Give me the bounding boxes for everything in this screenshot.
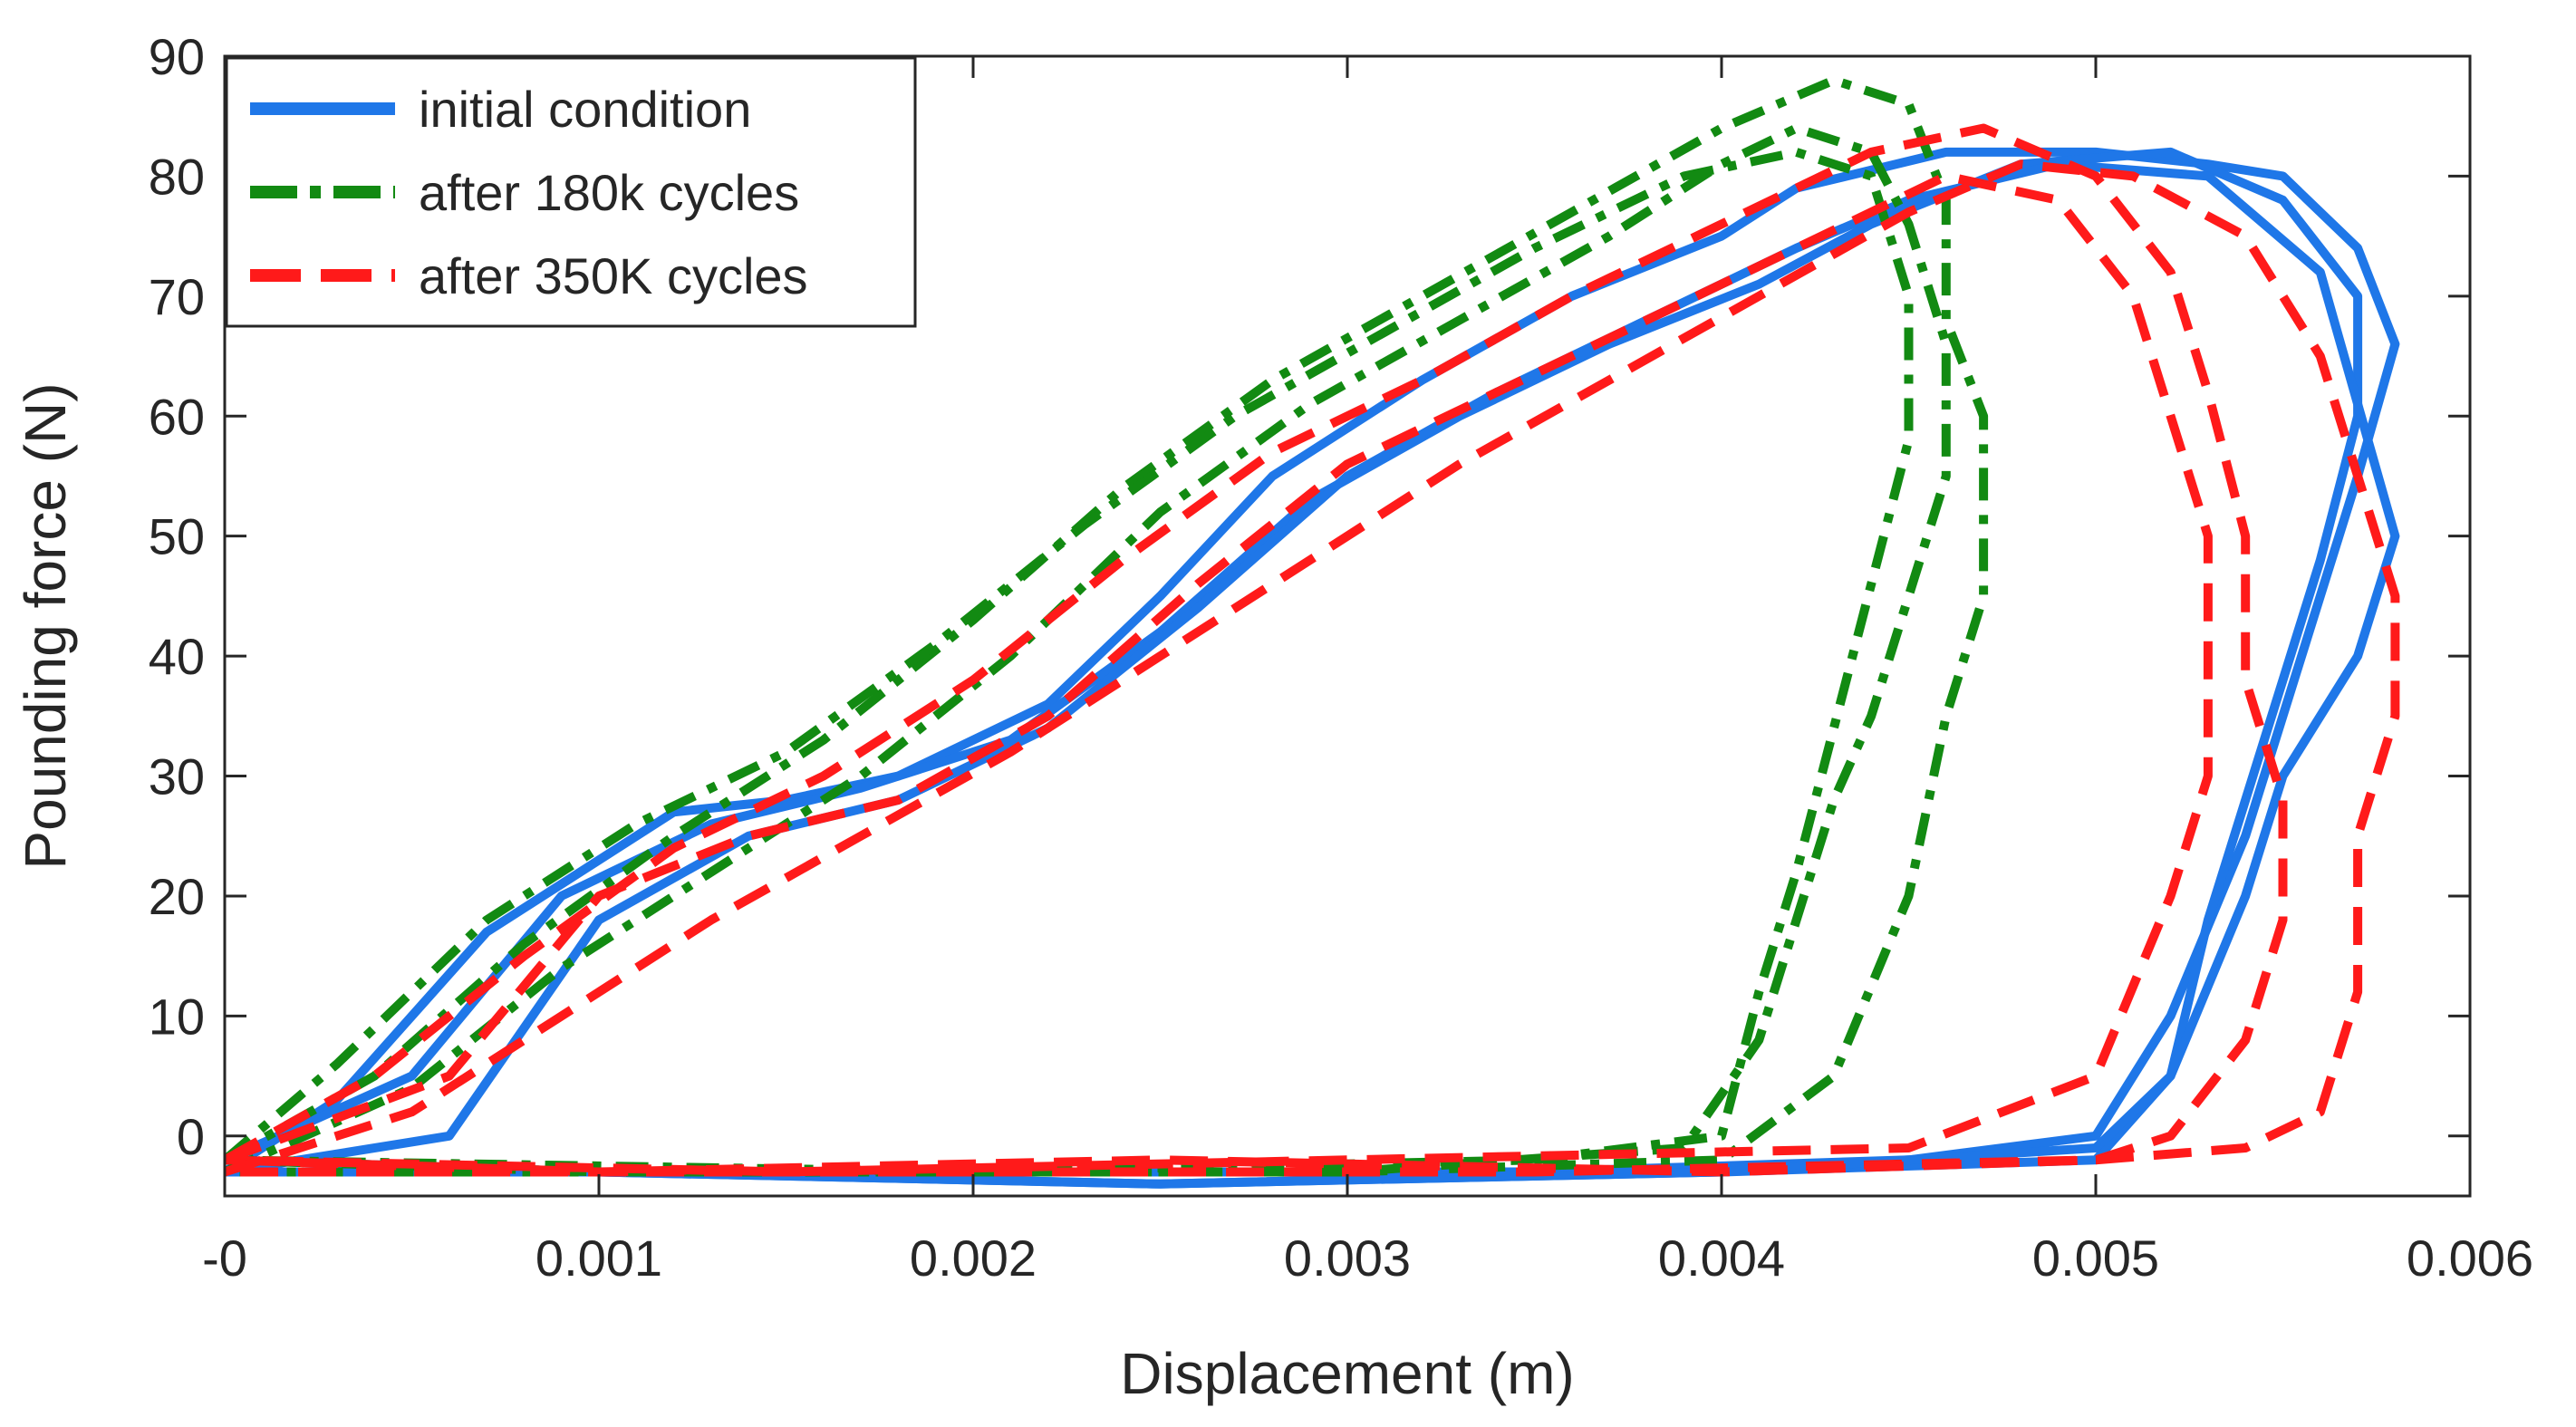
- x-tick-label: -0: [202, 1229, 247, 1287]
- legend-label-after-350k: after 350K cycles: [419, 247, 808, 304]
- legend-label-initial-condition: initial condition: [419, 81, 751, 138]
- x-axis-title: Displacement (m): [1120, 1341, 1574, 1406]
- series-after-350k-cycles: [225, 123, 2400, 1177]
- series-after-180k-cycles-loop-3: [225, 147, 1914, 1177]
- y-tick-label: 80: [149, 148, 205, 205]
- y-tick-label: 70: [149, 268, 205, 325]
- series-initial-condition-loop-2: [225, 147, 2363, 1189]
- y-tick-label: 90: [149, 28, 205, 85]
- x-tick-label: 0.001: [535, 1229, 662, 1287]
- y-tick-label: 40: [149, 628, 205, 685]
- y-tick-label: 10: [149, 988, 205, 1045]
- legend: initial condition after 180k cycles afte…: [225, 56, 917, 328]
- series-after-180k-cycles-loop-1: [225, 75, 1989, 1177]
- series-after-350k-cycles-loop-3: [225, 171, 2213, 1177]
- series-after-180k-cycles-loop-2: [225, 123, 1951, 1177]
- x-tick-label: 0.005: [2032, 1229, 2159, 1287]
- y-tick-label: 30: [149, 748, 205, 805]
- y-tick-label: 0: [177, 1108, 205, 1165]
- y-axis-title: Pounding force (N): [13, 382, 78, 869]
- y-tick-label: 50: [149, 508, 205, 565]
- y-tick-label: 20: [149, 868, 205, 925]
- x-tick-label: 0.002: [910, 1229, 1037, 1287]
- series-layer: [225, 75, 2400, 1189]
- x-tick-label: 0.006: [2407, 1229, 2533, 1287]
- x-tick-label: 0.003: [1284, 1229, 1411, 1287]
- y-tick-label: 60: [149, 388, 205, 445]
- series-after-350k-cycles-loop-1: [225, 123, 2288, 1177]
- tick-layer: -0 0.001 0.002 0.003 0.004 0.005 0.006 0 10 20 30 4…: [149, 28, 2533, 1287]
- legend-label-after-180k: after 180k cycles: [419, 164, 799, 221]
- x-tick-label: 0.004: [1658, 1229, 1785, 1287]
- series-after-350k-cycles-loop-2: [225, 159, 2400, 1177]
- series-after-180k-cycles: [225, 75, 1989, 1177]
